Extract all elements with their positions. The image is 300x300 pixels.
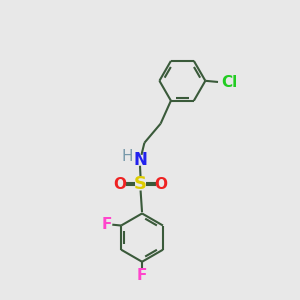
Text: F: F: [137, 268, 147, 284]
Text: Cl: Cl: [221, 75, 238, 90]
Text: N: N: [133, 151, 147, 169]
Text: S: S: [134, 175, 147, 193]
Text: H: H: [122, 149, 134, 164]
Text: F: F: [101, 217, 112, 232]
Text: O: O: [113, 176, 127, 191]
Text: O: O: [155, 176, 168, 191]
